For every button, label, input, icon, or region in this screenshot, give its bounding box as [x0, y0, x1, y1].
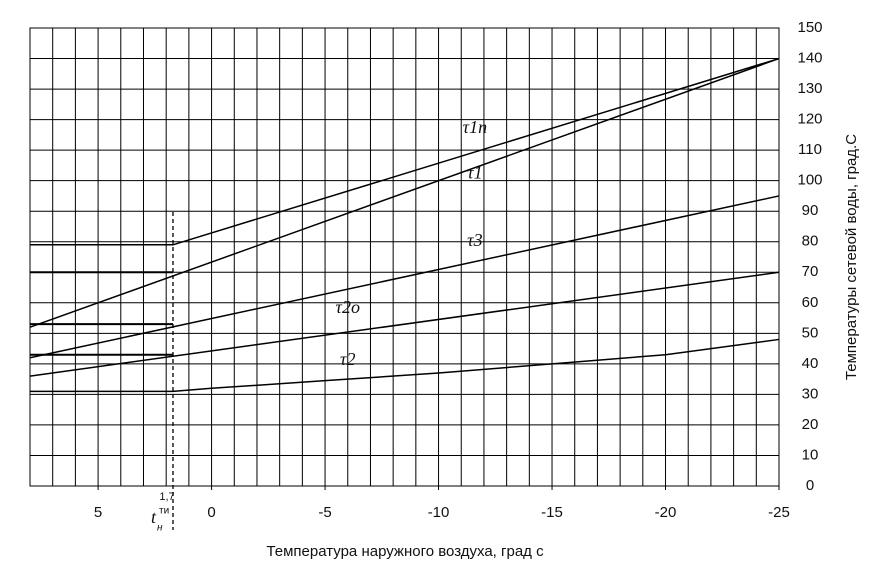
y-tick-label: 140 — [797, 50, 822, 67]
y-tick-label: 70 — [802, 263, 819, 280]
y-tick-label: 10 — [802, 446, 819, 463]
x-tick-label: -5 — [318, 504, 331, 521]
vline-value-label: 1,7 — [159, 491, 174, 503]
y-tick-label: 120 — [797, 111, 822, 128]
vline-subscript: н — [157, 523, 163, 534]
y-tick-label: 60 — [802, 294, 819, 311]
y-tick-label: 50 — [802, 324, 819, 341]
x-tick-label: -25 — [768, 504, 790, 521]
y-tick-label: 100 — [797, 172, 822, 189]
y-tick-label: 20 — [802, 416, 819, 433]
y-tick-label: 30 — [802, 385, 819, 402]
x-tick-label: -15 — [541, 504, 563, 521]
y-tick-label: 130 — [797, 80, 822, 97]
y-tick-label: 40 — [802, 355, 819, 372]
x-axis-label: Температура наружного воздуха, град с — [266, 543, 544, 560]
x-tick-label: -10 — [428, 504, 450, 521]
y-tick-label: 90 — [802, 202, 819, 219]
y-tick-label: 150 — [797, 19, 822, 36]
series-line — [29, 271, 780, 377]
series-line — [29, 195, 780, 359]
y-tick-label: 110 — [798, 141, 822, 158]
y-tick-label: 0 — [806, 477, 814, 494]
series-line — [30, 57, 780, 246]
vline-symbol: t — [151, 507, 157, 527]
series-line — [29, 57, 780, 328]
series-label: τ1п — [463, 117, 487, 137]
series-line — [30, 338, 780, 393]
series-label: τ2о — [336, 297, 360, 317]
x-tick-label: 0 — [207, 504, 215, 521]
y-axis-label: Температуры сетевой воды, град.С — [843, 134, 860, 380]
series-label: τ3 — [467, 230, 482, 250]
series-label: τ1 — [467, 163, 482, 183]
x-tick-label: 5 — [94, 504, 102, 521]
y-tick-label: 80 — [802, 233, 819, 250]
vline-superscript: ти — [159, 506, 169, 517]
x-tick-label: -20 — [655, 504, 677, 521]
series-label: τ2 — [340, 349, 355, 369]
plot-frame — [29, 27, 780, 487]
